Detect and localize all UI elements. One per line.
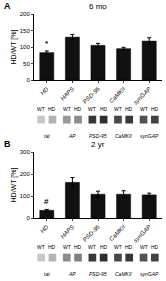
svg-text:150: 150 [20,28,31,34]
svg-text:HD: HD [39,223,50,234]
svg-text:WT: WT [140,106,148,112]
svg-text:PSD-95: PSD-95 [82,85,102,105]
svg-text:0: 0 [26,215,30,221]
svg-text:synGAP: synGAP [140,133,159,139]
svg-text:WT: WT [63,106,71,112]
svg-text:AP: AP [68,133,76,139]
svg-text:CaMKII: CaMKII [115,271,132,277]
svg-text:CaMKII: CaMKII [108,86,127,105]
svg-text:WT: WT [88,244,96,250]
svg-text:#: # [44,197,49,206]
svg-text:*: * [45,39,49,48]
svg-text:HD/WT [%]: HD/WT [%] [10,30,18,65]
svg-text:tat: tat [44,133,50,139]
svg-text:HD: HD [100,244,108,250]
svg-text:CaMKII: CaMKII [115,133,132,139]
svg-text:WT: WT [88,106,96,112]
svg-text:HD/WT [%]: HD/WT [%] [10,168,18,203]
svg-text:200: 200 [20,171,31,177]
svg-text:HD: HD [39,85,50,96]
svg-text:HD: HD [74,106,82,112]
svg-text:HD: HD [125,106,133,112]
svg-text:synGAP: synGAP [140,271,159,277]
svg-text:HAPS: HAPS [59,86,75,102]
svg-text:100: 100 [20,193,31,199]
svg-text:HD: HD [100,106,108,112]
svg-text:HD: HD [48,244,56,250]
svg-text:300: 300 [20,149,31,155]
svg-text:0: 0 [26,77,30,83]
svg-text:PSD-95: PSD-95 [82,223,102,243]
svg-text:tat: tat [44,271,50,277]
svg-text:HD: HD [125,244,133,250]
svg-text:PSD-95: PSD-95 [89,271,107,277]
svg-text:PSD-95: PSD-95 [89,133,107,139]
svg-text:HAPS: HAPS [59,224,75,240]
svg-text:CaMKII: CaMKII [108,224,127,243]
svg-text:2 yr: 2 yr [91,140,105,149]
svg-text:100: 100 [20,44,31,50]
svg-text:synGAP: synGAP [132,224,152,244]
svg-text:6 mo: 6 mo [89,2,107,11]
svg-text:200: 200 [20,11,31,17]
svg-text:HD: HD [151,106,159,112]
svg-text:WT: WT [63,244,71,250]
svg-text:HD: HD [48,106,56,112]
svg-text:50: 50 [23,61,30,67]
svg-text:WT: WT [140,244,148,250]
svg-text:B: B [4,139,11,149]
svg-text:WT: WT [37,244,45,250]
svg-text:HD: HD [74,244,82,250]
svg-text:WT: WT [114,106,122,112]
svg-text:synGAP: synGAP [132,86,152,106]
svg-text:A: A [4,1,11,11]
svg-text:AP: AP [68,271,76,277]
svg-text:WT: WT [37,106,45,112]
svg-text:WT: WT [114,244,122,250]
svg-text:HD: HD [151,244,159,250]
